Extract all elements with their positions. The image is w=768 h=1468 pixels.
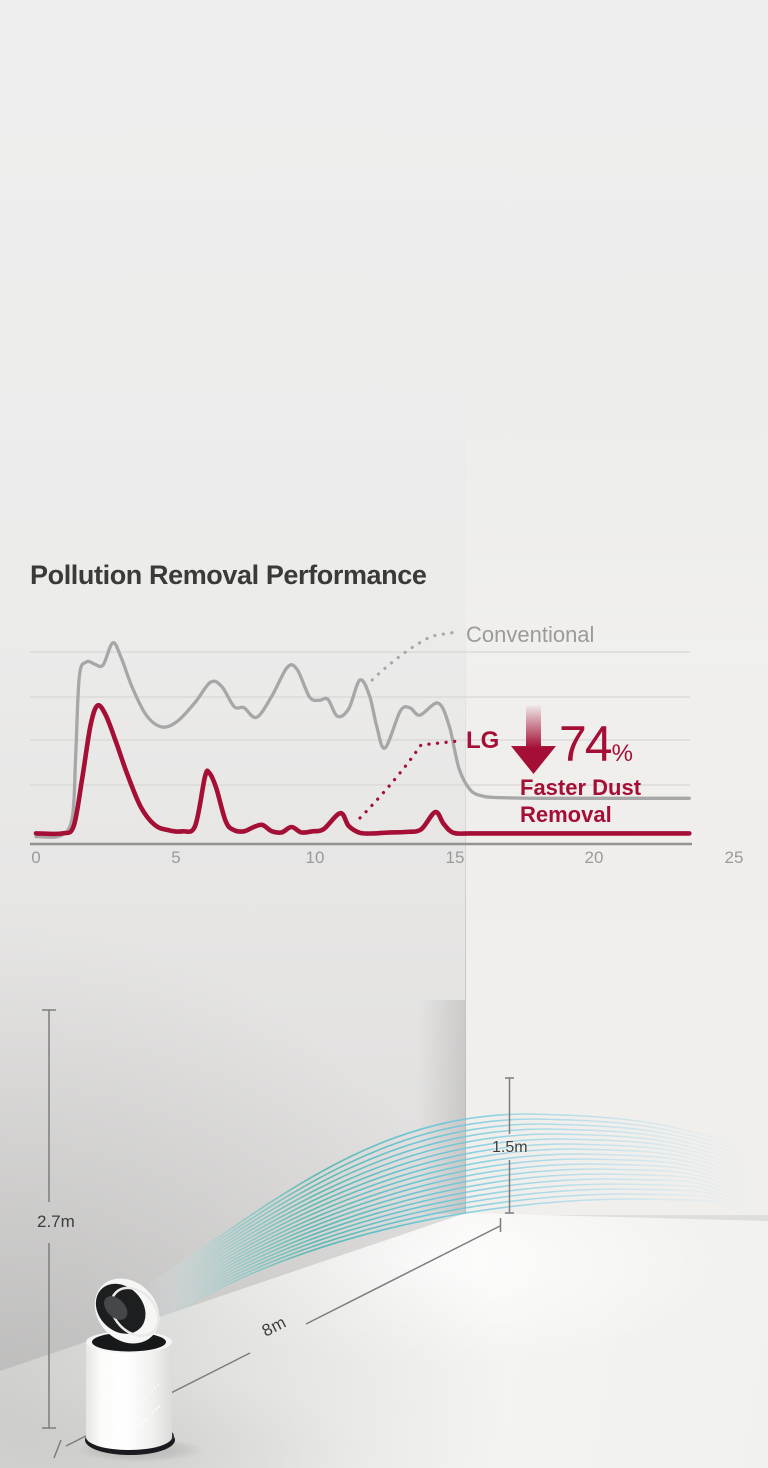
speckle-dot: [151, 1389, 153, 1392]
lg-leader-dots: [358, 739, 460, 820]
airflow-arc: [149, 1123, 743, 1291]
speckle-dot: [120, 1402, 122, 1404]
airflow-arc: [155, 1173, 755, 1314]
speckle-dot: [144, 1419, 148, 1423]
speckle-dot: [138, 1425, 142, 1428]
speckle-dot: [102, 1396, 106, 1400]
airflow-arc: [152, 1148, 749, 1302]
speckle-dot: [133, 1387, 135, 1390]
airflow-height-label: 1.5m: [492, 1139, 528, 1156]
legend-leaders: [358, 630, 460, 820]
x-tick-5: 5: [171, 848, 181, 867]
speckle-dot: [134, 1409, 136, 1412]
airflow-arc: [157, 1198, 761, 1325]
airflow-streamlines: [148, 1113, 761, 1325]
speckle-dot: [141, 1422, 145, 1425]
speckle-dot: [131, 1365, 135, 1368]
speckle-dot: [118, 1379, 122, 1383]
x-tick-0: 0: [31, 848, 41, 867]
chart-title: Pollution Removal Performance: [30, 560, 427, 590]
legend-lg-label: LG: [466, 727, 500, 754]
airflow-arc: [156, 1183, 758, 1318]
airflow-arc: [150, 1133, 746, 1295]
conventional-leader-dots: [364, 630, 458, 688]
x-tick-15: 15: [445, 848, 465, 867]
device-body: [86, 1342, 172, 1450]
airflow-arc: [157, 1193, 760, 1323]
callout-text: Faster Dust Removal: [520, 774, 641, 828]
speckle-dot: [114, 1407, 116, 1410]
airflow-arc: [155, 1178, 756, 1316]
speckle-dot: [127, 1393, 129, 1395]
speckle-dot: [108, 1369, 110, 1372]
airflow-arc: [148, 1113, 741, 1286]
speckle-dot: [131, 1412, 133, 1415]
x-tick-20: 20: [584, 848, 604, 867]
speckle-dot: [157, 1405, 161, 1408]
lg-curve: [33, 703, 692, 837]
speckle-dot: [151, 1411, 155, 1414]
speckle-dot: [108, 1391, 112, 1394]
height-1-5m-line: [505, 1077, 514, 1214]
speckle-dot: [128, 1368, 132, 1371]
airflow-arc: [156, 1188, 759, 1321]
speckle-dot: [153, 1365, 155, 1367]
percent-unit: %: [611, 740, 633, 767]
x-tick-10: 10: [305, 848, 325, 867]
airflow-arc: [152, 1153, 750, 1305]
speckle-dot: [97, 1359, 99, 1361]
percent-callout: 74%: [559, 716, 633, 782]
conventional-curve: [34, 641, 691, 839]
airflow-arc: [154, 1163, 753, 1309]
speckle-dot: [157, 1383, 159, 1386]
speckle-dot: [144, 1398, 146, 1400]
callout-line-2: Removal: [520, 802, 612, 827]
speckle-dot: [141, 1400, 143, 1403]
speckle-dot: [105, 1372, 107, 1375]
airflow-arc: [151, 1138, 747, 1298]
speckle-dot: [105, 1393, 109, 1397]
speckle-dot: [143, 1376, 145, 1378]
callout-line-1: Faster Dust: [520, 775, 642, 800]
air-purifier: [76, 1278, 204, 1462]
speckle-dot: [156, 1362, 158, 1364]
device-speckle-texture: [97, 1359, 161, 1429]
speckle-dot: [121, 1423, 123, 1426]
speckle-dot: [140, 1379, 142, 1381]
speckle-dot: [154, 1386, 156, 1389]
percent-value: 74: [559, 716, 613, 772]
speckle-dot: [146, 1373, 148, 1375]
airflow-arc: [150, 1128, 744, 1293]
speckle-dot: [117, 1405, 119, 1407]
device-fan-head: [94, 1278, 160, 1344]
airflow-arc: [151, 1143, 748, 1300]
x-tick-25: 25: [724, 848, 744, 867]
room-height-label: 2.7m: [37, 1212, 75, 1231]
speckle-dot: [125, 1371, 129, 1374]
speckle-dot: [102, 1375, 104, 1378]
speckle-dot: [130, 1390, 132, 1392]
chart-series: [33, 641, 692, 839]
chart-gridlines: [30, 651, 690, 786]
speckle-dot: [115, 1382, 119, 1386]
speckle-dot: [154, 1408, 158, 1411]
speckle-dot: [104, 1419, 106, 1421]
height-2-7m-line: [42, 1009, 56, 1429]
speckle-dot: [128, 1415, 130, 1417]
speckle-dot: [115, 1360, 117, 1363]
speckle-dot: [118, 1426, 120, 1429]
wall-corner-edge: [465, 620, 466, 1215]
airflow-arc: [153, 1158, 752, 1307]
legend-conventional-label: Conventional: [466, 622, 595, 647]
speckle-dot: [107, 1416, 109, 1418]
airflow-arc: [154, 1168, 754, 1311]
decrease-arrow-icon: [511, 706, 556, 774]
airflow-arc: [149, 1118, 742, 1288]
